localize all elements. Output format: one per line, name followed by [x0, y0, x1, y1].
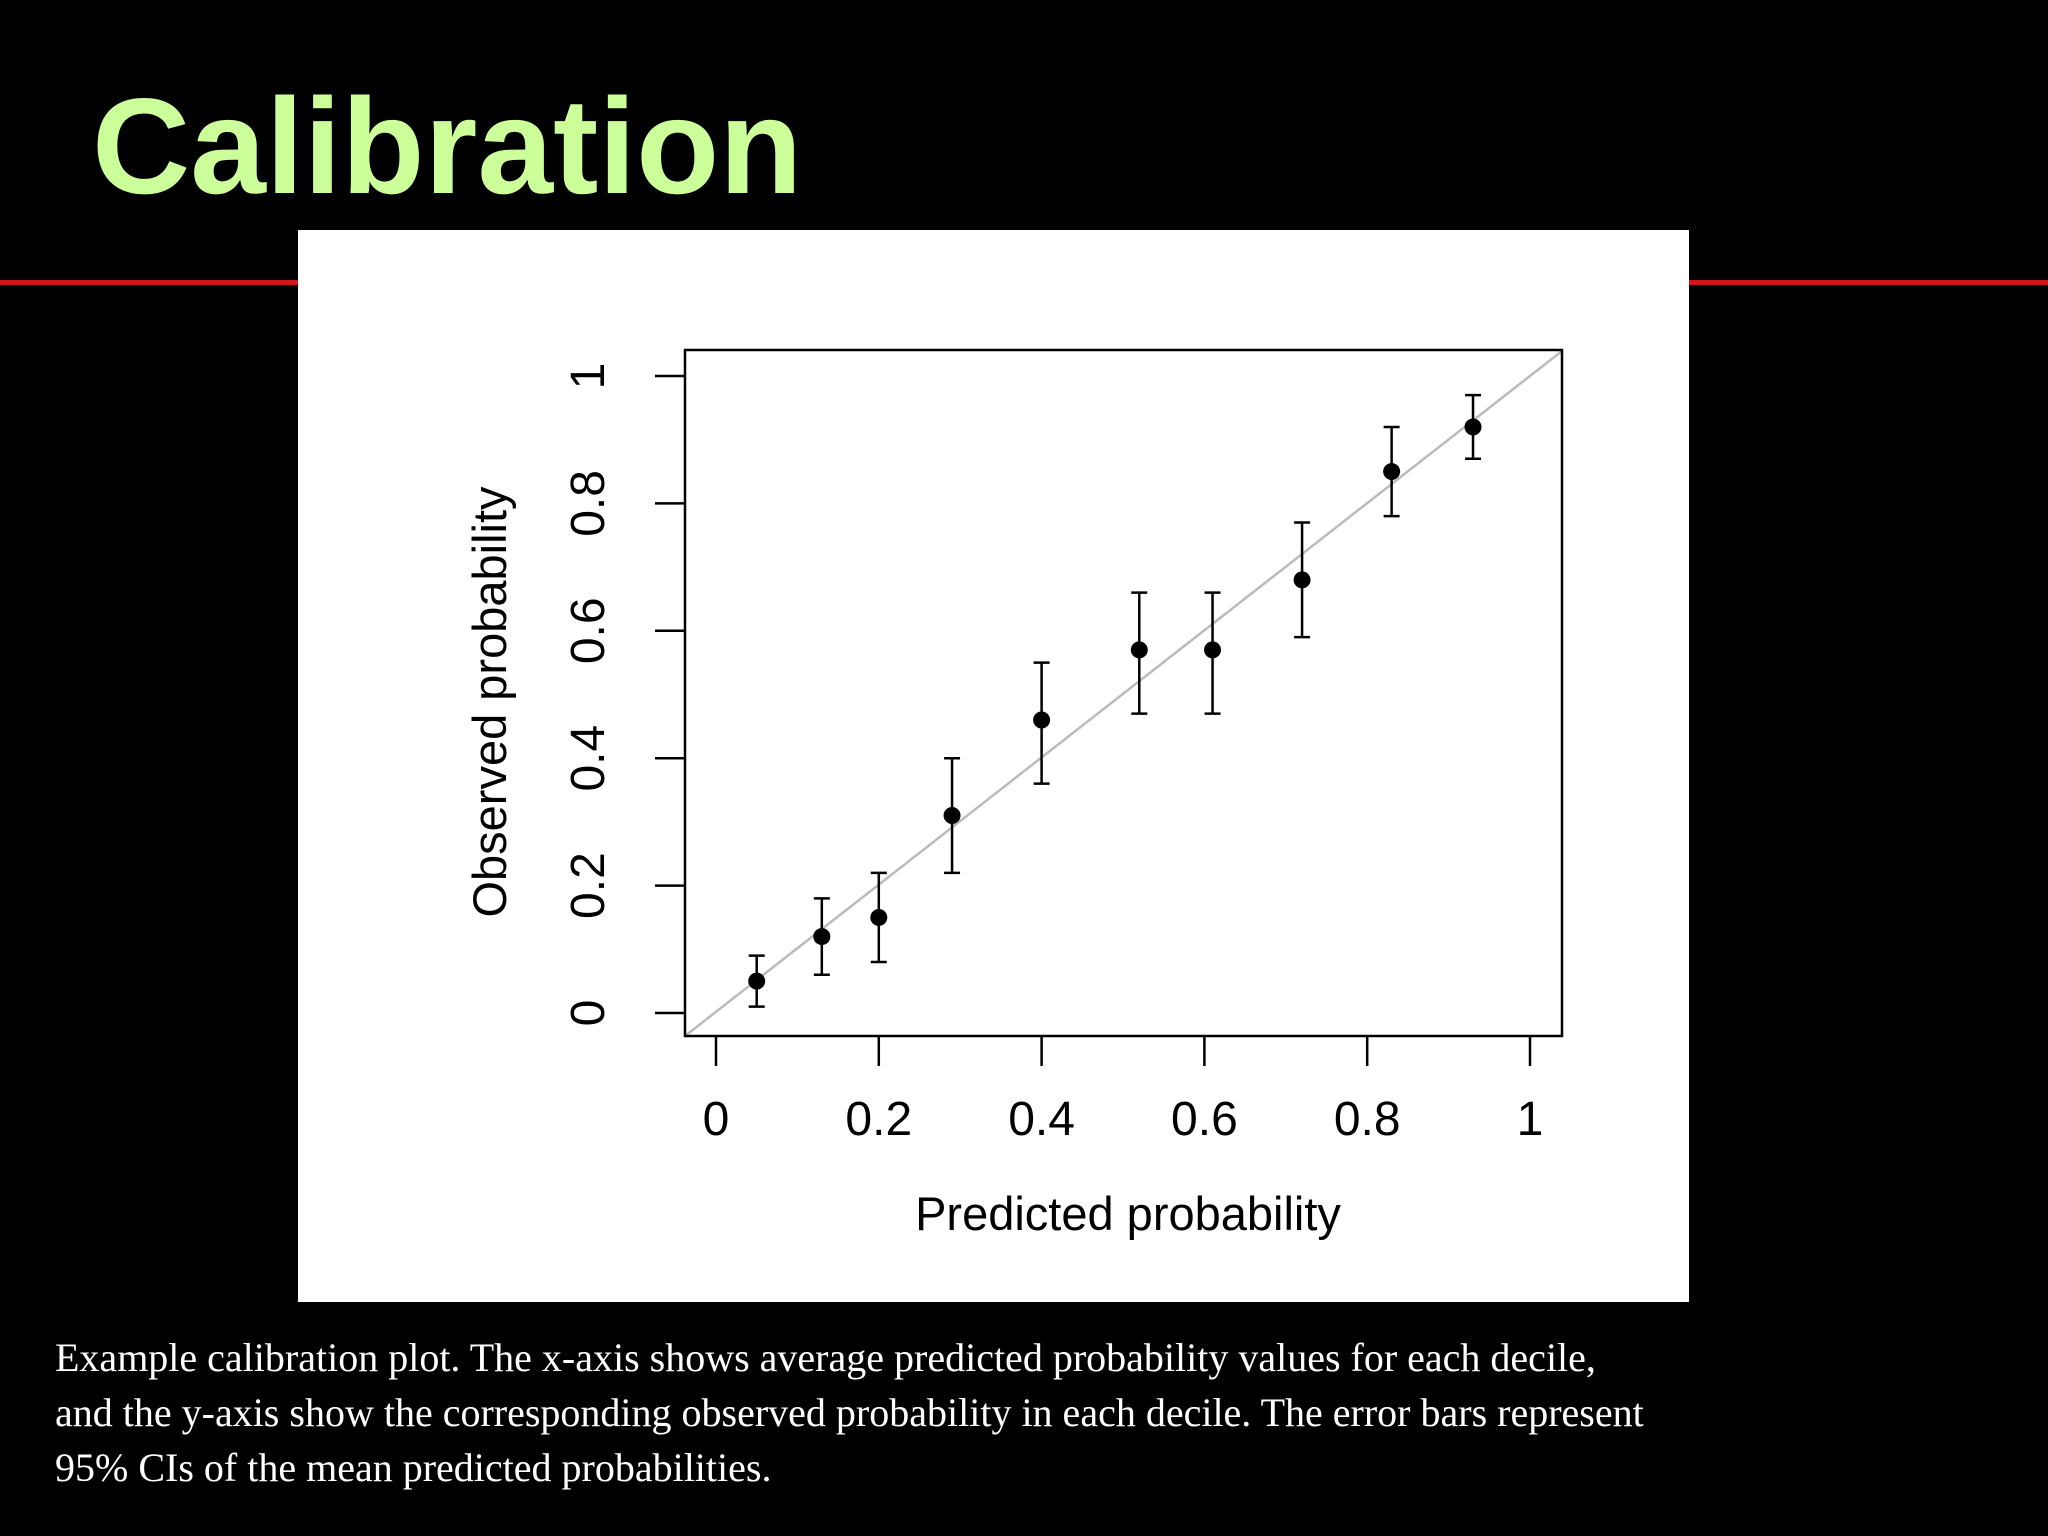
y-tick-label-5: 0.8: [562, 470, 615, 537]
plot-panel: 0 0.2 0.4 0.6 0.8 1 0 0.2 0.4 0.6 0.8 1 Predicted p…: [298, 230, 1689, 1302]
caption-line-3: 95% CIs of the mean predicted probabilit…: [55, 1445, 772, 1490]
data-point-9: [1383, 463, 1401, 481]
x-axis-label: Predicted probability: [915, 1187, 1341, 1240]
calibration-chart: 0 0.2 0.4 0.6 0.8 1 0 0.2 0.4 0.6 0.8 1 Predicted p…: [463, 348, 1564, 1240]
x-tick-label-1: 0: [703, 1093, 730, 1146]
x-tick-label-2: 0.2: [845, 1093, 912, 1146]
figure-caption: Example calibration plot. The x-axis sho…: [55, 1330, 1955, 1495]
y-axis-label: Observed probability: [463, 486, 516, 918]
data-point-4: [943, 807, 961, 825]
data-point-8: [1293, 571, 1311, 589]
caption-line-1: Example calibration plot. The x-axis sho…: [55, 1335, 1596, 1380]
data-point-3: [870, 908, 888, 926]
x-tick-label-4: 0.6: [1171, 1093, 1238, 1146]
data-point-7: [1204, 641, 1222, 659]
y-tick-label-1: 0: [562, 1000, 615, 1027]
y-tick-label-6: 1: [562, 363, 615, 390]
caption-line-2: and the y-axis show the corresponding ob…: [55, 1390, 1644, 1435]
y-tick-label-3: 0.4: [562, 725, 615, 792]
data-point-5: [1033, 711, 1051, 729]
data-point-2: [813, 928, 831, 946]
y-tick-label-4: 0.6: [562, 597, 615, 664]
plot-frame: [683, 348, 1564, 1038]
data-point-10: [1464, 418, 1482, 436]
data-point-6: [1130, 641, 1148, 659]
y-tick-label-2: 0.2: [562, 852, 615, 919]
x-tick-label-3: 0.4: [1008, 1093, 1075, 1146]
x-tick-label-6: 1: [1517, 1093, 1544, 1146]
x-tick-label-5: 0.8: [1334, 1093, 1401, 1146]
data-point-1: [748, 972, 766, 990]
slide-title: Calibration: [92, 70, 803, 222]
reference-line: [684, 349, 1563, 1037]
